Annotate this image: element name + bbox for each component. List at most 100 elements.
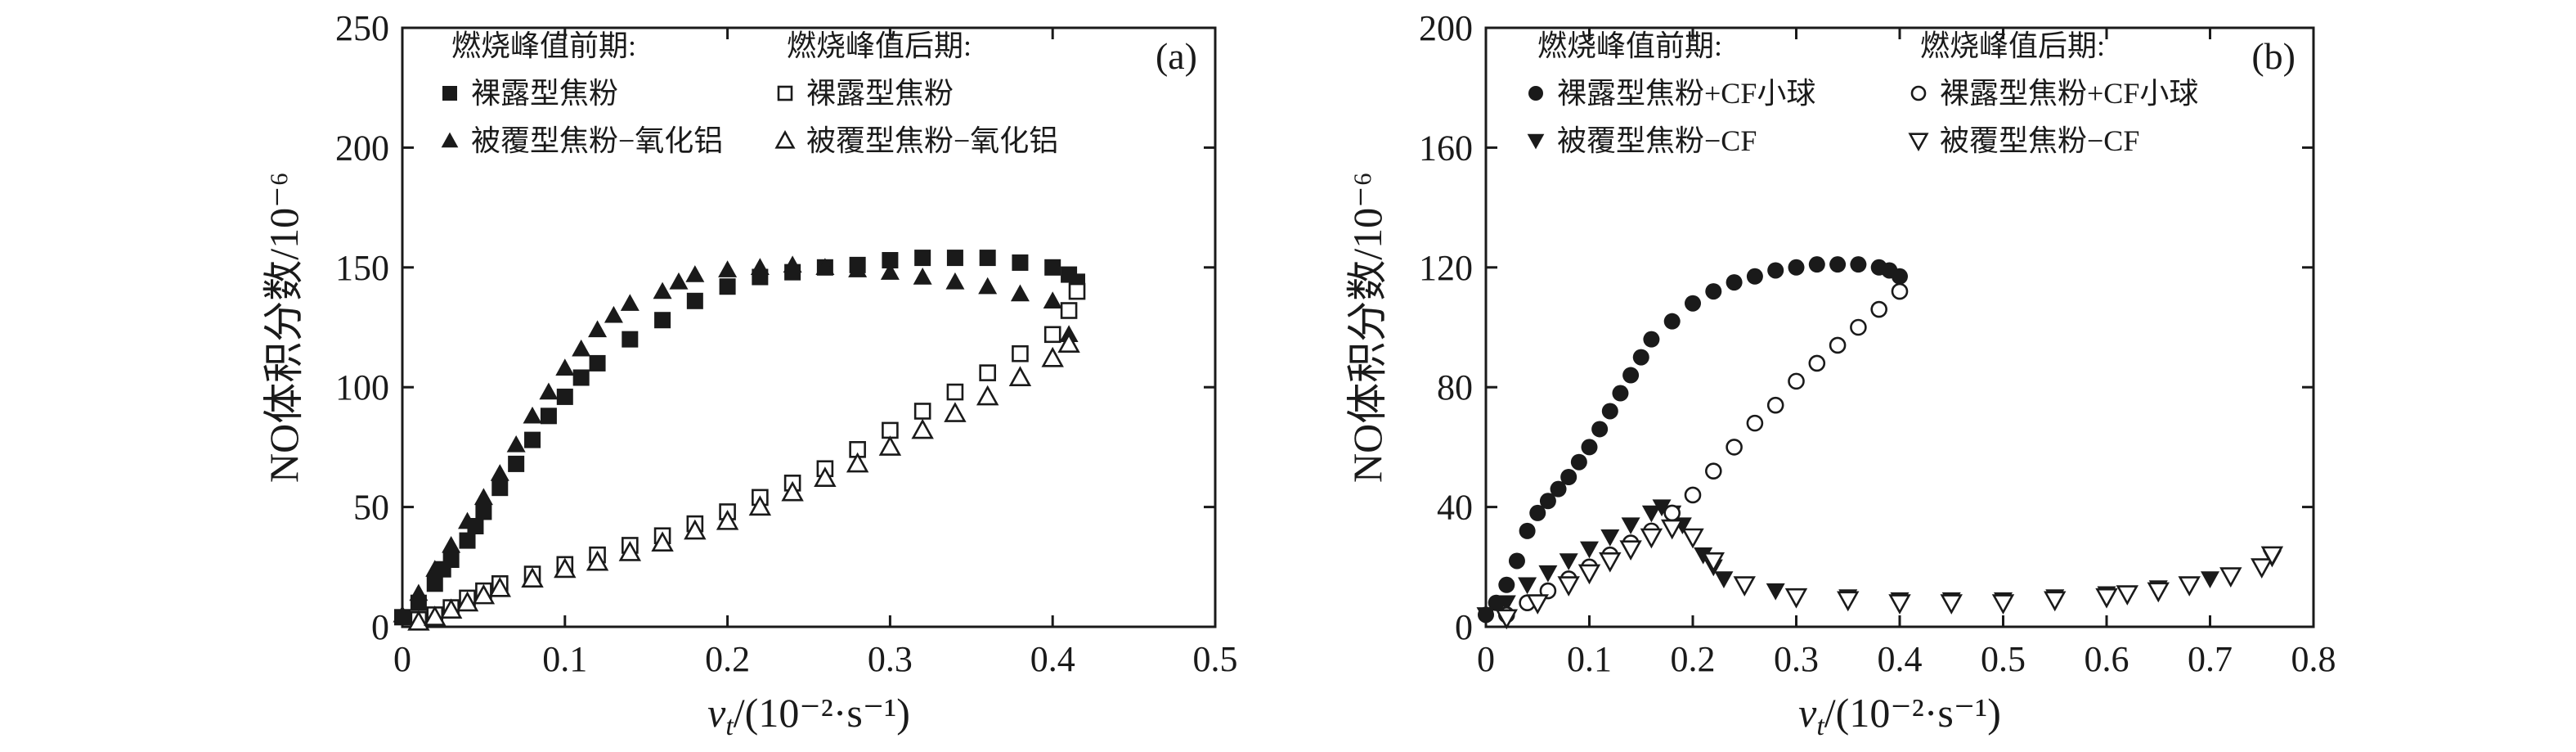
data-point xyxy=(2201,571,2219,588)
data-point xyxy=(2147,582,2170,603)
data-point xyxy=(1940,594,1963,615)
data-point xyxy=(1663,504,1681,522)
data-point xyxy=(1560,469,1577,485)
x-axis-label: vt/(10⁻²·s⁻¹) xyxy=(707,690,910,741)
data-point xyxy=(979,250,996,267)
series-1 xyxy=(393,255,1079,623)
data-point xyxy=(748,495,772,516)
legend-marker xyxy=(774,129,796,149)
data-point xyxy=(556,388,573,405)
data-point xyxy=(1632,349,1649,366)
legend-label: 被覆型焦粉−CF xyxy=(1557,124,1757,157)
data-point xyxy=(620,294,640,311)
data-point xyxy=(1476,607,1496,624)
data-point xyxy=(1539,493,1556,510)
data-point xyxy=(976,385,999,406)
data-point xyxy=(424,606,447,626)
data-point xyxy=(393,605,412,623)
data-point xyxy=(685,265,705,282)
y-tick-label: 200 xyxy=(335,128,389,168)
data-point xyxy=(491,480,509,497)
data-point xyxy=(426,575,443,592)
data-point xyxy=(815,258,835,275)
data-point xyxy=(1694,547,1713,565)
data-point xyxy=(1044,259,1061,276)
legend-entry: 裸露型焦粉 xyxy=(442,77,618,110)
data-point xyxy=(539,382,559,400)
legend-marker xyxy=(441,132,459,148)
legend-entry: 裸露型焦粉+CF小球 xyxy=(1910,77,2198,110)
y-tick-label: 200 xyxy=(1419,8,1473,48)
data-point xyxy=(1641,505,1661,523)
data-point xyxy=(475,503,492,520)
data-point xyxy=(458,511,478,529)
legend-entry: 被覆型焦粉−氧化铝 xyxy=(441,124,723,157)
data-point xyxy=(506,435,526,453)
data-point xyxy=(1705,283,1722,300)
data-point xyxy=(1643,331,1660,348)
data-point xyxy=(1577,564,1601,585)
x-axis-label-var: v xyxy=(1798,690,1817,736)
data-point xyxy=(1766,583,1785,601)
x-axis-label: vt/(10⁻²·s⁻¹) xyxy=(1798,690,2001,741)
data-point xyxy=(1640,528,1663,549)
x-axis-label-var: v xyxy=(707,690,726,736)
y-axis-label: NO体积分数/10⁻⁶ xyxy=(261,172,307,483)
data-point xyxy=(2219,567,2242,588)
data-point xyxy=(781,480,804,502)
y-tick-label: 250 xyxy=(335,8,389,48)
data-point xyxy=(1557,576,1580,597)
data-point xyxy=(1600,529,1620,547)
data-point xyxy=(1529,504,1546,521)
data-point xyxy=(425,560,445,577)
series-1 xyxy=(1476,499,2282,624)
x-tick-label: 0.1 xyxy=(1567,639,1612,679)
data-point xyxy=(1621,517,1640,535)
data-point xyxy=(1570,453,1587,471)
data-point xyxy=(719,278,736,295)
data-point xyxy=(442,552,460,569)
data-point xyxy=(1041,346,1064,367)
series-0 xyxy=(394,250,1086,626)
data-point xyxy=(913,268,932,285)
data-point xyxy=(1705,462,1722,480)
data-point xyxy=(1550,480,1567,498)
x-tick-label: 0.4 xyxy=(1878,639,1923,679)
data-point xyxy=(1681,528,1704,549)
data-point xyxy=(524,431,541,448)
x-tick-label: 0.3 xyxy=(1774,639,1819,679)
legend-header-late: 燃烧峰值后期: xyxy=(1920,29,2105,62)
x-axis-label-sub: t xyxy=(725,711,734,741)
data-point xyxy=(1599,552,1622,573)
legend-label: 被覆型焦粉−氧化铝 xyxy=(806,124,1058,157)
data-point xyxy=(1538,565,1558,583)
x-tick-label: 0 xyxy=(1477,639,1495,679)
data-point xyxy=(1581,439,1598,456)
data-point xyxy=(1068,282,1086,300)
x-tick-label: 0.8 xyxy=(2291,639,2336,679)
data-point xyxy=(945,272,965,290)
data-point xyxy=(2044,591,2067,612)
legend-marker xyxy=(1527,133,1545,150)
y-tick-label: 80 xyxy=(1437,367,1473,408)
y-tick-label: 0 xyxy=(371,607,389,647)
legend-label: 被覆型焦粉−氧化铝 xyxy=(471,124,723,157)
y-tick-label: 120 xyxy=(1419,248,1473,288)
legend-marker xyxy=(1528,86,1543,101)
data-point xyxy=(1612,385,1629,402)
y-tick-label: 160 xyxy=(1419,128,1473,168)
series-2 xyxy=(410,282,1086,628)
data-point xyxy=(1012,344,1029,362)
data-point xyxy=(439,598,463,619)
data-point xyxy=(1766,396,1784,414)
plot-frame xyxy=(401,26,1217,628)
data-point xyxy=(882,421,899,439)
x-tick-label: 0.3 xyxy=(868,639,913,679)
legend-entry: 裸露型焦粉+CF小球 xyxy=(1528,77,1815,110)
data-point xyxy=(944,402,967,422)
data-point xyxy=(1702,552,1726,573)
legend-label: 裸露型焦粉 xyxy=(471,77,618,110)
series-3 xyxy=(407,332,1080,631)
data-point xyxy=(1850,256,1867,273)
